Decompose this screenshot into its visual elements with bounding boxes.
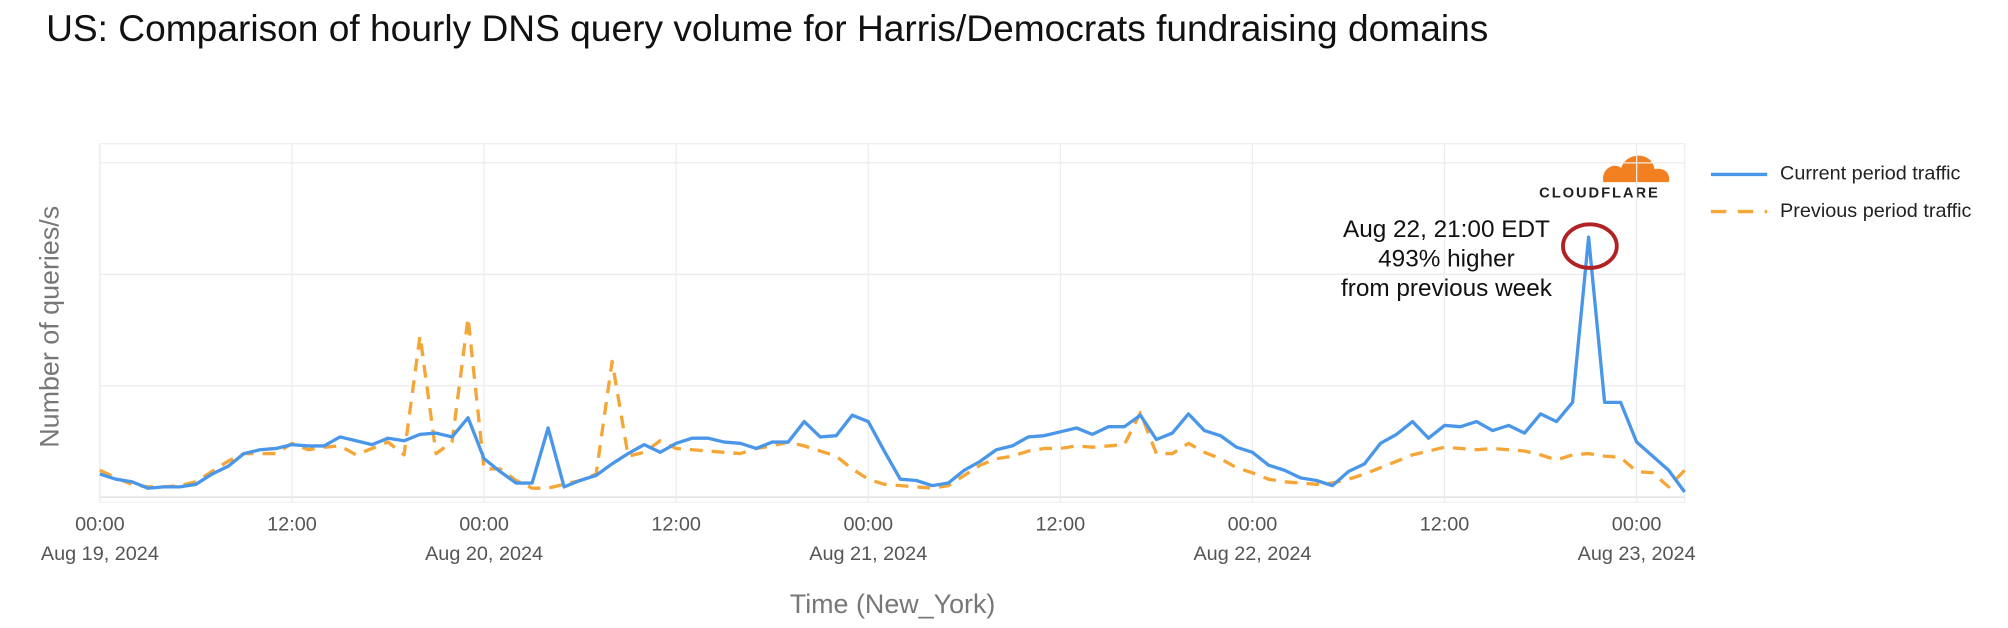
annotation-text: Aug 22, 21:00 EDT xyxy=(1343,216,1550,243)
x-tick-label-line: Aug 22, 2024 xyxy=(1193,543,1311,565)
x-tick-label-line: Aug 23, 2024 xyxy=(1578,543,1696,565)
x-tick-label: 12:00 xyxy=(651,514,701,536)
logo-text: CLOUDFLARE xyxy=(1539,186,1660,202)
x-tick-label: 00:00 Aug 19, 2024 xyxy=(41,514,159,565)
x-tick-label: 12:00 xyxy=(1420,514,1470,536)
annotation-circle xyxy=(1561,222,1619,270)
x-tick-label: 12:00 xyxy=(267,514,317,536)
x-tick-label-line: 12:00 xyxy=(651,514,701,536)
y-axis-label: Number of queries/s xyxy=(34,206,64,448)
series-line xyxy=(99,235,1686,493)
x-tick-label: 12:00 xyxy=(1036,514,1086,536)
x-tick-label-line: 00:00 xyxy=(75,514,125,536)
x-tick-label-line: Aug 19, 2024 xyxy=(41,543,159,565)
x-tick-label: 00:00 Aug 23, 2024 xyxy=(1578,514,1696,565)
x-axis-label: Time (New_York) xyxy=(790,589,996,619)
x-tick-label: 00:00 Aug 20, 2024 xyxy=(425,514,543,565)
x-tick-label-line: 12:00 xyxy=(1420,514,1470,536)
legend-label: Previous period traffic xyxy=(1780,200,1971,222)
legend-label: Current period traffic xyxy=(1780,163,1960,185)
x-tick-label-line: 12:00 xyxy=(1036,514,1086,536)
x-tick-label-line: 00:00 xyxy=(843,514,893,536)
annotation-text: from previous week xyxy=(1341,275,1553,302)
x-tick-label: 00:00 Aug 22, 2024 xyxy=(1193,514,1311,565)
x-tick-label-line: Aug 20, 2024 xyxy=(425,543,543,565)
x-tick-label-line: 00:00 xyxy=(1612,514,1662,536)
x-tick-label-line: 00:00 xyxy=(459,514,509,536)
chart-title: US: Comparison of hourly DNS query volum… xyxy=(46,7,1488,49)
annotation-text: 493% higher xyxy=(1378,246,1515,273)
x-tick-label-line: 12:00 xyxy=(267,514,317,536)
x-tick-label-line: Aug 21, 2024 xyxy=(809,543,927,565)
series-line xyxy=(99,316,1686,490)
x-tick-label-line: 00:00 xyxy=(1228,514,1278,536)
x-tick-label: 00:00 Aug 21, 2024 xyxy=(809,514,927,565)
plot-area xyxy=(99,143,1686,503)
